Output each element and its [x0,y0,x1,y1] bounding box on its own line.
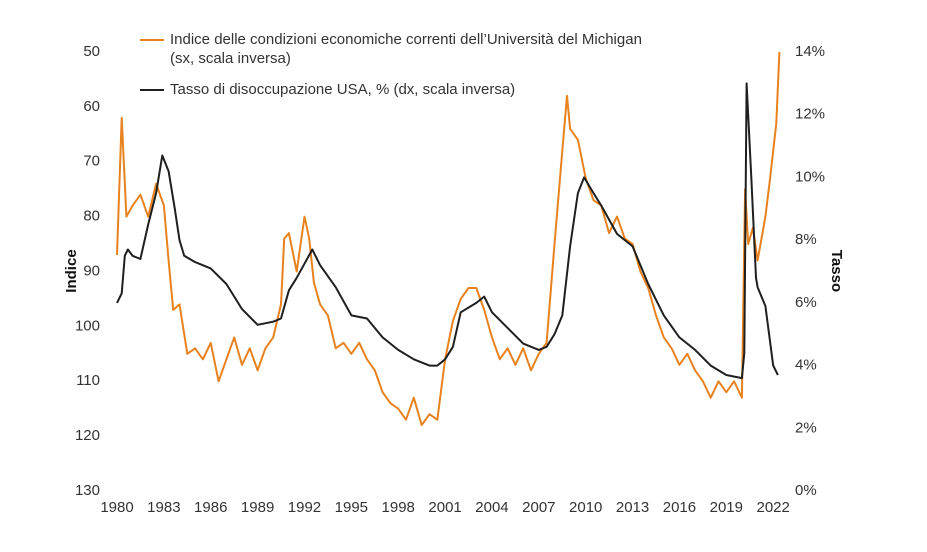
x-tick-label: 1998 [382,499,415,516]
y-tick-label: 70 [83,153,100,170]
x-tick-label: 2010 [569,499,602,516]
y-tick-label: 50 [83,43,100,60]
series-line [116,51,781,427]
x-tick-label: 1995 [335,499,368,516]
x-tick-label: 2007 [522,499,555,516]
y2-axis-label: Tasso [828,250,845,292]
y-axis-label: Indice [63,249,80,292]
y-tick-label: 60 [83,98,100,115]
x-tick-label: 2004 [475,499,508,516]
y-tick-label: 120 [75,427,100,444]
x-tick-label: 1992 [288,499,321,516]
y2-tick-label: 10% [795,168,825,185]
series-line [116,82,779,380]
y2-tick-label: 14% [795,43,825,60]
y-tick-label: 80 [83,208,100,225]
y-tick-label: 90 [83,262,100,279]
y2-tick-label: 0% [795,482,817,499]
x-tick-label: 2019 [710,499,743,516]
x-tick-label: 2001 [428,499,461,516]
legend-swatch [140,89,164,91]
y-tick-label: 100 [75,317,100,334]
x-tick-label: 1980 [100,499,133,516]
x-tick-label: 2013 [616,499,649,516]
y-tick-label: 130 [75,482,100,499]
legend-label: Indice delle condizioni economiche corre… [170,31,642,67]
x-tick-label: 1986 [194,499,227,516]
y2-tick-label: 12% [795,106,825,123]
x-tick-label: 1983 [147,499,180,516]
x-tick-label: 2022 [757,499,790,516]
legend-item: Tasso di disoccupazione USA, % (dx, scal… [140,80,660,99]
legend-swatch [140,39,164,41]
y2-tick-label: 4% [795,357,817,374]
x-tick-label: 2016 [663,499,696,516]
x-tick-label: 1989 [241,499,274,516]
y-tick-label: 110 [76,372,100,389]
legend-item: Indice delle condizioni economiche corre… [140,30,660,68]
y2-tick-label: 8% [795,231,817,248]
y2-tick-label: 2% [795,419,817,436]
legend-label: Tasso di disoccupazione USA, % (dx, scal… [170,81,516,98]
y2-tick-label: 6% [795,294,817,311]
